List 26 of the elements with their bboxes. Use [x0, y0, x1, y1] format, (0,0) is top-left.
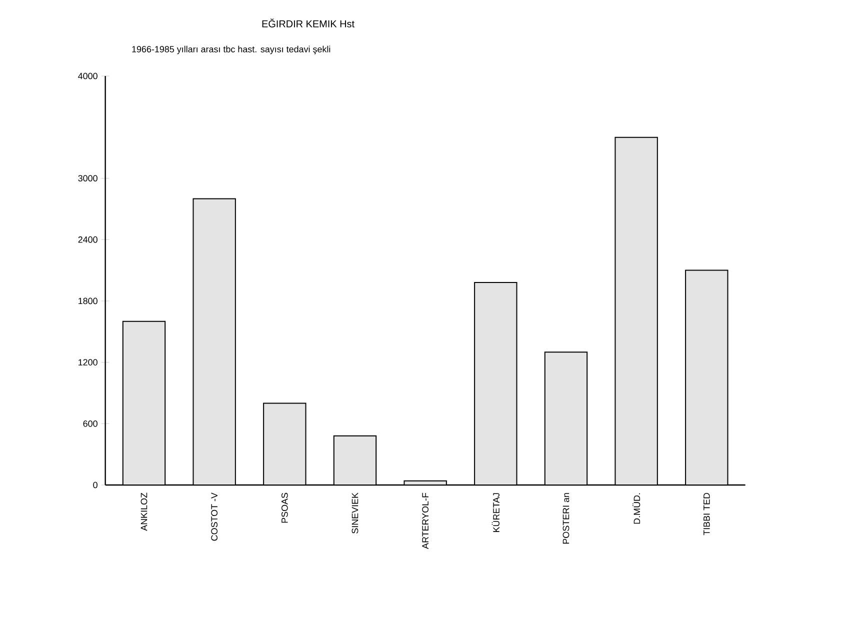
x-tick-label: TIBBI TED — [704, 492, 710, 536]
y-tick-label: 600 — [83, 420, 98, 427]
bar — [192, 198, 236, 485]
x-tick-label: SINEVIEK — [352, 492, 358, 534]
bar — [474, 282, 518, 485]
chart-title: EĞIRDIR KEMIK Hst — [262, 18, 354, 28]
bar — [263, 402, 306, 485]
y-tick-label: 4000 — [78, 72, 98, 80]
bar — [685, 270, 728, 485]
y-tick-label: 2400 — [78, 236, 98, 243]
bar — [614, 136, 658, 485]
x-tick-label: PSOAS — [281, 492, 288, 523]
bar — [544, 352, 588, 485]
x-tick-label: POSTERI an — [562, 493, 570, 544]
y-tick-label: 3000 — [78, 175, 98, 182]
x-tick-label: ARTERYOL-F — [422, 492, 429, 549]
x-tick-label: ANKILOZ — [140, 492, 148, 531]
x-tick-label: KÜRETAJ — [492, 493, 500, 532]
chart-subtitle: 1966-1985 yılları arası tbc hast. sayısı tedavi şekli — [132, 46, 330, 54]
y-tick-label: 1200 — [78, 359, 98, 366]
y-tick-label: 0 — [93, 482, 98, 488]
bar — [333, 435, 377, 485]
x-tick-label: COSTOT -V — [211, 492, 218, 541]
y-tick-label: 1800 — [78, 298, 98, 304]
bar — [122, 320, 166, 485]
x-tick-label: D.MÜD. — [632, 493, 640, 524]
